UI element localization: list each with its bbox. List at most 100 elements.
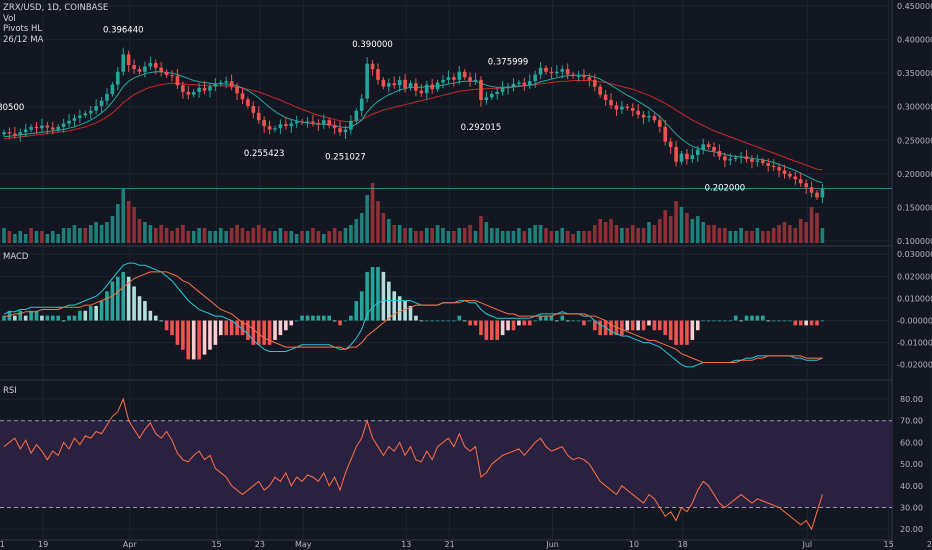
- indicator-ma[interactable]: 26/12 MA: [3, 34, 44, 45]
- volume-bar: [229, 228, 234, 243]
- volume-bar: [527, 228, 532, 243]
- rsi-label[interactable]: RSI: [3, 386, 17, 396]
- candle: [641, 111, 646, 125]
- macd-hist-bar: [484, 320, 489, 340]
- time-tick-label: 23: [255, 540, 265, 549]
- macd-hist-bar: [191, 320, 196, 360]
- candle-body: [598, 86, 602, 95]
- candle: [256, 106, 261, 124]
- volume-bar: [18, 231, 23, 243]
- candle: [387, 78, 391, 93]
- candle-body: [685, 153, 689, 160]
- volume-bar: [674, 201, 678, 243]
- volume-bar: [56, 234, 60, 243]
- macd-hist-bar: [267, 320, 272, 345]
- macd-hist-bar: [555, 320, 559, 322]
- macd-hist-bar: [29, 310, 33, 321]
- volume-bar: [246, 231, 250, 243]
- indicator-pivots[interactable]: Pivots HL: [3, 24, 43, 34]
- volume-bar: [289, 231, 294, 243]
- candle: [137, 66, 142, 75]
- candle-body: [511, 83, 516, 87]
- macd-hist-bar: [430, 320, 434, 322]
- candle-body: [652, 116, 657, 121]
- macd-hist-bar: [414, 315, 418, 321]
- candle-body: [2, 132, 6, 135]
- candle-body: [208, 86, 212, 91]
- volume-bar: [652, 225, 657, 243]
- candle: [381, 77, 386, 90]
- volume-bar: [544, 228, 548, 243]
- macd-hist-bar: [175, 320, 180, 345]
- macd-hist-bar: [121, 271, 126, 321]
- candle: [723, 152, 727, 168]
- candle: [533, 70, 537, 88]
- volume-bar: [294, 234, 299, 243]
- candle: [668, 137, 673, 154]
- candle-body: [224, 81, 229, 83]
- indicator-vol[interactable]: Vol: [3, 13, 16, 24]
- candle-body: [72, 118, 77, 121]
- candle: [191, 89, 196, 98]
- candle: [625, 104, 630, 111]
- candle-body: [441, 79, 445, 83]
- macd-label[interactable]: MACD: [3, 252, 29, 262]
- candle-body: [262, 120, 266, 127]
- macd-hist-bar: [105, 291, 109, 321]
- candle-body: [630, 108, 635, 111]
- candle: [349, 115, 353, 135]
- pivot-label: 0.375999: [488, 58, 529, 68]
- volume-bar: [473, 231, 478, 243]
- macd-hist-bar: [159, 320, 163, 322]
- macd-hist-bar: [679, 320, 684, 345]
- candle: [424, 80, 429, 100]
- candle-body: [170, 75, 174, 77]
- candle: [820, 183, 825, 204]
- volume-bar: [668, 216, 673, 243]
- volume-bar: [587, 231, 592, 243]
- candle-body: [311, 121, 315, 123]
- macd-hist-bar: [83, 310, 88, 321]
- candle-body: [148, 63, 153, 67]
- candle: [170, 70, 174, 82]
- macd-hist-bar: [246, 320, 250, 340]
- macd-hist-bar: [294, 320, 299, 322]
- candle-body: [592, 79, 597, 87]
- volume-bar: [701, 222, 705, 243]
- candle: [739, 151, 743, 164]
- candle-body: [603, 94, 608, 100]
- volume-bar: [359, 213, 364, 243]
- macd-hist-bar: [446, 320, 451, 322]
- volume-bar: [170, 231, 174, 243]
- volume-bar: [354, 219, 359, 243]
- macd-hist-bar: [349, 315, 353, 321]
- macd-hist-bar: [690, 320, 695, 340]
- candle: [365, 57, 369, 103]
- macd-hist-bar: [251, 320, 256, 345]
- candle-body: [533, 74, 537, 82]
- candle-body: [636, 110, 640, 115]
- candle: [446, 70, 451, 84]
- macd-hist-bar: [153, 315, 158, 321]
- volume-bar: [300, 231, 304, 243]
- candle: [761, 157, 765, 166]
- macd-hist-bar: [527, 320, 532, 326]
- volume-bar: [72, 225, 77, 243]
- pivot-label: 0.251027: [325, 153, 366, 163]
- candle-body: [620, 106, 624, 110]
- macd-hist-bar: [110, 281, 115, 321]
- candle-body: [34, 126, 39, 129]
- candle: [284, 117, 288, 130]
- candle: [452, 73, 456, 87]
- volume-bar: [23, 234, 28, 243]
- candle-body: [771, 165, 776, 168]
- candle-body: [777, 167, 781, 171]
- volume-bar: [717, 228, 722, 243]
- macd-hist-bar: [419, 320, 424, 322]
- volume-bar: [441, 228, 445, 243]
- volume-bar: [349, 225, 353, 243]
- macd-hist-bar: [782, 320, 787, 322]
- candle-body: [191, 91, 196, 95]
- price-candles[interactable]: [2, 47, 825, 204]
